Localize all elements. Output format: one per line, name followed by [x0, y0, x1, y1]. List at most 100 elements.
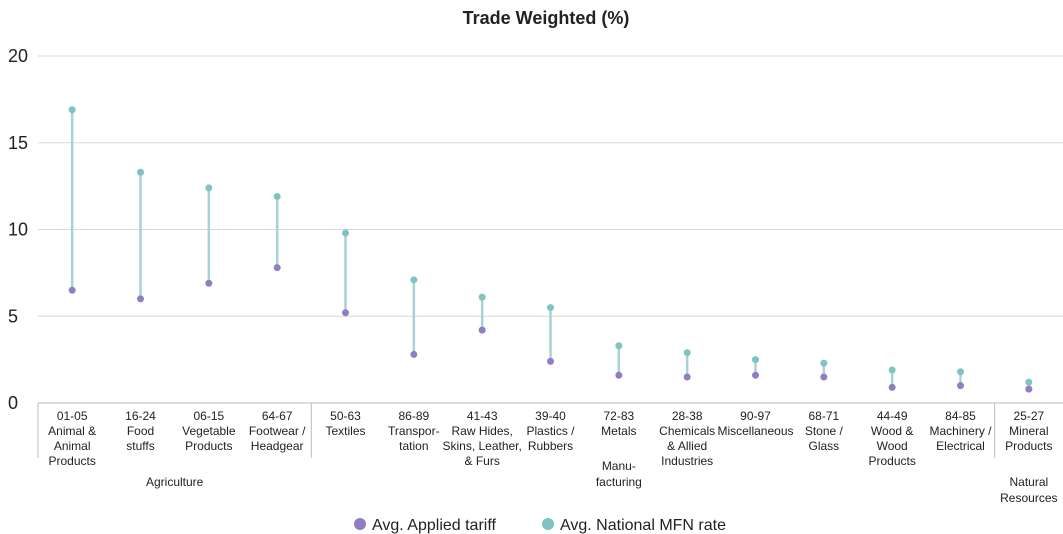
x-tick-label: 16-24 Food stuffs	[125, 409, 156, 453]
x-tick-label-line: Plastics /	[526, 424, 575, 438]
x-tick-label-line: 50-63	[330, 409, 361, 423]
x-tick-label-line: Glass	[808, 439, 839, 453]
x-tick-label-line: & Furs	[464, 454, 499, 468]
x-tick-label-line: Textiles	[325, 424, 365, 438]
legend-marker	[354, 518, 366, 530]
group-label-line: facturing	[596, 475, 642, 489]
legend-marker	[542, 518, 554, 530]
applied-tariff-point	[137, 295, 144, 303]
group-label-line: Manu-	[602, 459, 636, 473]
applied-tariff-point	[957, 382, 964, 390]
mfn-rate-point	[68, 106, 76, 114]
x-tick-label-line: Mineral	[1009, 424, 1048, 438]
legend: Avg. Applied tariff Avg. National MFN rat…	[354, 517, 726, 534]
x-tick-label-line: Wood	[877, 439, 908, 453]
x-tick-label: 90-97 Miscellaneous	[717, 409, 793, 438]
x-tick-label-line: 25-27	[1013, 409, 1044, 423]
x-tick-label-line: 06-15	[193, 409, 224, 423]
x-tick-label-line: Food	[127, 424, 154, 438]
mfn-rate-point	[205, 184, 213, 192]
x-tick-label-line: 72-83	[603, 409, 634, 423]
group-label-line: Resources	[1000, 491, 1057, 505]
x-tick-label-line: 41-43	[467, 409, 498, 423]
applied-tariff-point	[683, 373, 691, 381]
x-tick-label: 86-89 Transpor-tation	[388, 409, 440, 453]
x-tick-label: 50-63 Textiles	[325, 409, 365, 438]
y-tick-label: 20	[8, 46, 28, 66]
applied-tariff-point	[205, 279, 213, 287]
mfn-rate-point	[478, 293, 486, 301]
applied-tariff-point	[1025, 385, 1033, 393]
legend-label: Avg. National MFN rate	[560, 517, 726, 534]
x-tick-label-line: 90-97	[740, 409, 771, 423]
mfn-rate-point	[273, 193, 281, 201]
x-tick-label: 06-15 Vegetable Products	[182, 409, 236, 453]
x-tick-label-line: Footwear /	[249, 424, 306, 438]
group-label-line: Natural	[1009, 475, 1048, 489]
x-tick-label-line: Products	[868, 454, 915, 468]
x-tick-label-line: Products	[48, 454, 95, 468]
chart-title: Trade Weighted (%)	[463, 8, 630, 28]
x-tick-label-line: 16-24	[125, 409, 156, 423]
x-tick-label-line: 64-67	[262, 409, 293, 423]
x-tick-label: 72-83 Metals	[601, 409, 636, 438]
x-tick-label-line: Animal &	[48, 424, 96, 438]
x-tick-label: 84-85 Machinery / Electrical	[929, 409, 992, 453]
x-tick-label-line: Miscellaneous	[717, 424, 793, 438]
applied-tariff-point	[547, 357, 554, 365]
group-label: Agriculture	[146, 475, 204, 489]
applied-tariff-point	[342, 309, 349, 317]
x-tick-label: 68-71 Stone / Glass	[805, 409, 844, 453]
x-tick-label-line: 28-38	[672, 409, 703, 423]
applied-tariff-point	[273, 264, 281, 272]
x-tick-label: 25-27 Mineral Products	[1005, 409, 1052, 453]
y-tick-label: 10	[8, 220, 28, 240]
mfn-rate-point	[888, 366, 896, 374]
x-tick-label-line: Electrical	[936, 439, 985, 453]
applied-tariff-point	[820, 373, 828, 381]
mfn-rate-point	[547, 304, 554, 312]
y-axis-ticks: 0 5 10 15 20	[8, 46, 28, 413]
x-tick-label-line: 39-40	[535, 409, 566, 423]
y-tick-label: 0	[8, 393, 18, 413]
x-tick-label-line: & Allied	[667, 439, 707, 453]
x-tick-label-line: Industries	[661, 454, 713, 468]
x-tick-label: 41-43 Raw Hides, Skins, Leather, & Furs	[442, 409, 521, 468]
x-tick-label-line: Metals	[601, 424, 636, 438]
x-tick-label: 64-67 Footwear / Headgear	[249, 409, 306, 453]
mfn-rate-point	[752, 356, 759, 364]
x-tick-label-line: 44-49	[877, 409, 908, 423]
x-tick-label-line: stuffs	[126, 439, 154, 453]
x-tick-label-line: 86-89	[398, 409, 429, 423]
x-tick-label-line: tation	[399, 439, 428, 453]
applied-tariff-point	[478, 326, 486, 334]
x-tick-label-line: Raw Hides,	[451, 424, 512, 438]
x-tick-label-line: 01-05	[57, 409, 88, 423]
mfn-rate-point	[683, 349, 691, 357]
applied-tariff-point	[68, 286, 76, 294]
x-tick-label-line: Skins, Leather,	[442, 439, 521, 453]
mfn-rate-point	[410, 276, 418, 284]
x-tick-label: 28-38 Chemicals & Allied Industries	[659, 409, 715, 468]
group-label: Manu-facturing	[596, 459, 642, 489]
legend-label: Avg. Applied tariff	[372, 517, 496, 534]
applied-tariff-point	[752, 371, 759, 379]
mfn-rate-point	[957, 368, 964, 376]
x-tick-label-line: Animal	[54, 439, 91, 453]
x-tick-label-line: 68-71	[808, 409, 839, 423]
y-tick-label: 5	[8, 306, 18, 326]
group-label-line: Agriculture	[146, 475, 204, 489]
x-tick-label-line: Headgear	[251, 439, 304, 453]
y-tick-label: 15	[8, 133, 28, 153]
x-tick-label-line: Rubbers	[528, 439, 573, 453]
mfn-rate-point	[615, 342, 623, 350]
mfn-rate-point	[137, 168, 144, 176]
x-tick-label-line: Wood &	[871, 424, 913, 438]
applied-tariff-point	[888, 383, 896, 391]
category-groups: Agriculture Manu-facturing Natural Resource…	[146, 459, 1058, 505]
x-tick-label: 01-05 Animal & Animal Products	[48, 409, 96, 468]
mfn-rate-point	[1025, 378, 1033, 386]
